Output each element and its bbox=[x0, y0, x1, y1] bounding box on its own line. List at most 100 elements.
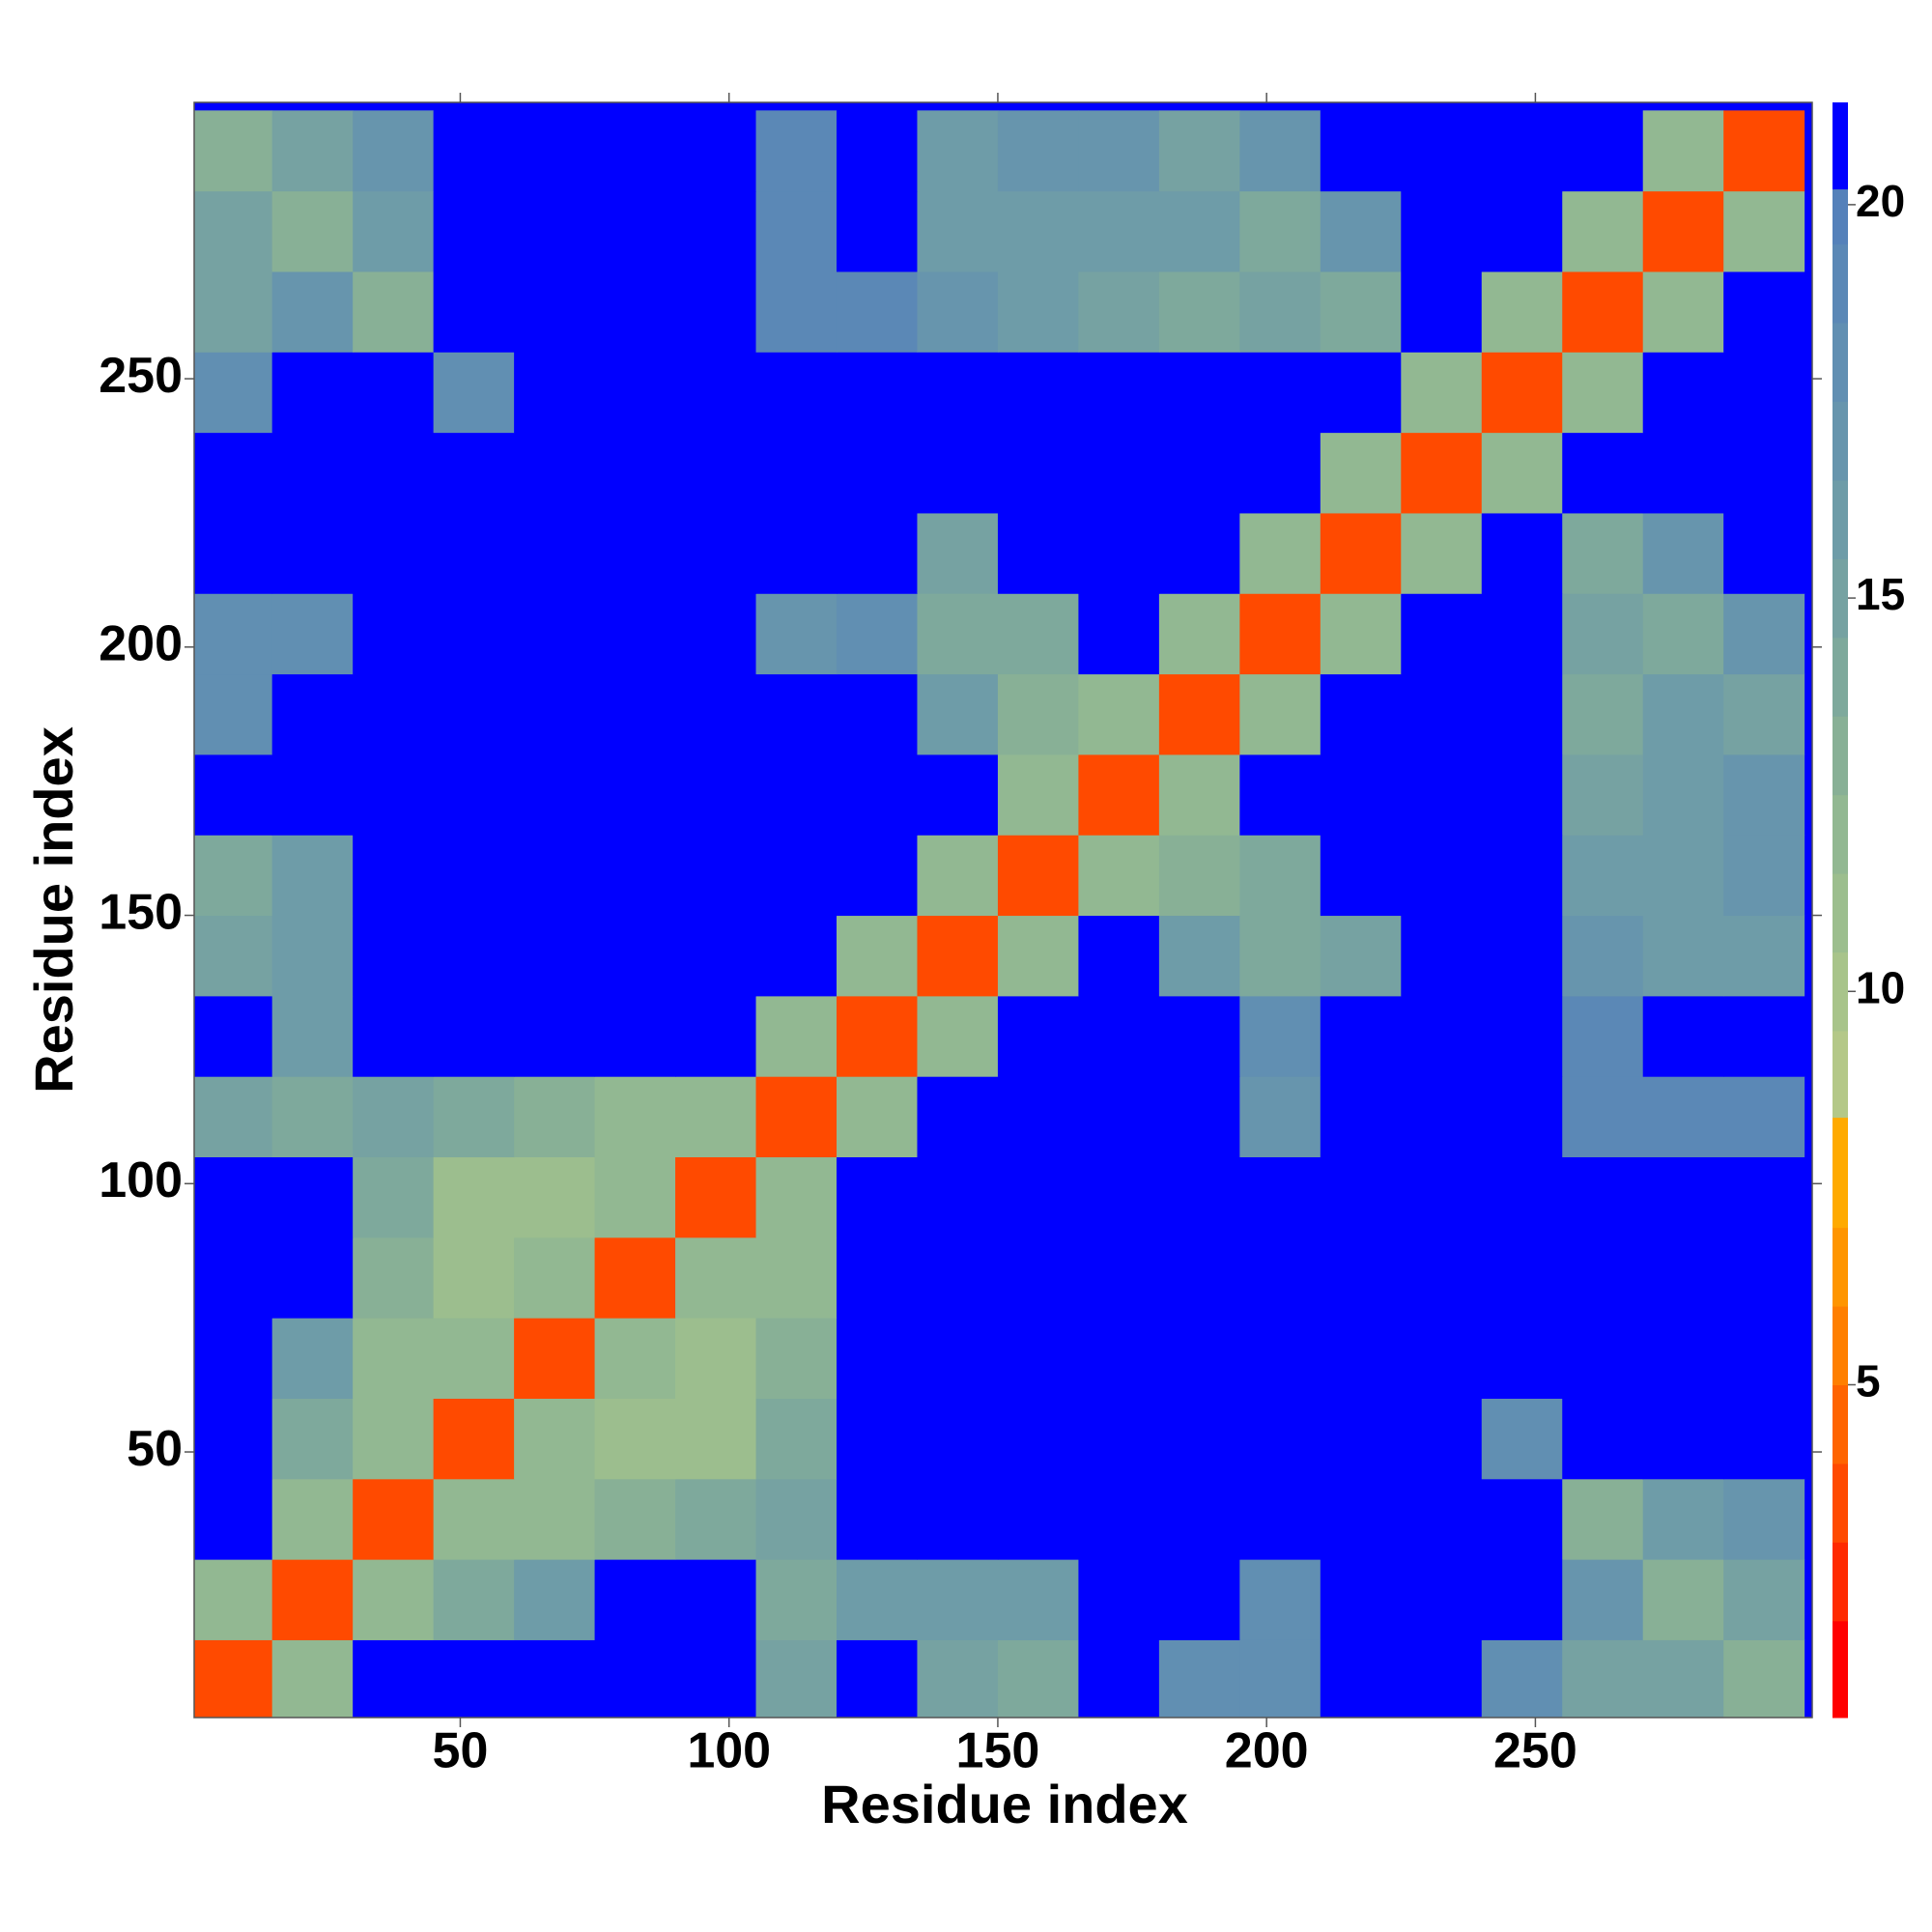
heatmap-cell bbox=[594, 110, 676, 192]
heatmap-cell bbox=[755, 110, 838, 192]
heatmap-cell bbox=[917, 512, 999, 594]
heatmap-cell bbox=[194, 1318, 273, 1399]
colorbar-segment bbox=[1833, 716, 1848, 796]
heatmap-cell bbox=[271, 835, 354, 917]
heatmap-cell bbox=[1562, 190, 1644, 272]
heatmap-cell bbox=[433, 1398, 515, 1480]
heatmap-cell bbox=[917, 190, 999, 272]
heatmap-cell bbox=[594, 995, 676, 1077]
heatmap-cell bbox=[1642, 835, 1724, 917]
y-tick-label: 250 bbox=[99, 348, 183, 404]
heatmap-cell bbox=[1562, 1076, 1644, 1158]
heatmap-cell bbox=[917, 270, 999, 353]
x-tick-label: 250 bbox=[1493, 1723, 1577, 1779]
heatmap-cell bbox=[1562, 1478, 1644, 1560]
heatmap-cell bbox=[271, 1478, 354, 1560]
heatmap-cell bbox=[675, 1478, 757, 1560]
heatmap-cell bbox=[194, 190, 273, 272]
heatmap-cell bbox=[1562, 1156, 1644, 1238]
heatmap-cell bbox=[1723, 352, 1805, 434]
heatmap-cell bbox=[1078, 190, 1160, 272]
heatmap-cell bbox=[1723, 593, 1805, 675]
heatmap-cell bbox=[194, 1156, 273, 1238]
heatmap-cell bbox=[1723, 673, 1805, 755]
heatmap-cell bbox=[1562, 593, 1644, 675]
heatmap-cell bbox=[594, 593, 676, 675]
heatmap-cell bbox=[1401, 1236, 1483, 1319]
heatmap-cell bbox=[1320, 673, 1402, 755]
heatmap-cell bbox=[1642, 1559, 1724, 1640]
heatmap-cell bbox=[1078, 835, 1160, 917]
heatmap-cell bbox=[353, 593, 435, 675]
heatmap-cell bbox=[1642, 915, 1724, 997]
heatmap-cell bbox=[1158, 512, 1240, 594]
heatmap-cell bbox=[1723, 1478, 1805, 1560]
y-tick-label: 100 bbox=[99, 1152, 183, 1208]
heatmap-cell bbox=[353, 512, 435, 594]
heatmap-cell bbox=[1078, 915, 1160, 997]
heatmap-cell bbox=[1158, 673, 1240, 755]
heatmap-cell bbox=[1401, 1156, 1483, 1238]
heatmap bbox=[194, 102, 1812, 1718]
heatmap-cell bbox=[353, 835, 435, 917]
heatmap-cell bbox=[1401, 190, 1483, 272]
heatmap-cell bbox=[433, 512, 515, 594]
heatmap-cell bbox=[514, 835, 596, 917]
heatmap-cell bbox=[755, 835, 838, 917]
heatmap-cell bbox=[594, 1318, 676, 1399]
heatmap-cell bbox=[675, 1318, 757, 1399]
heatmap-cell bbox=[1481, 1318, 1563, 1399]
heatmap-cell bbox=[1158, 1076, 1240, 1158]
heatmap-cell bbox=[594, 1236, 676, 1319]
heatmap-cell bbox=[1401, 1076, 1483, 1158]
colorbar-segment bbox=[1833, 794, 1848, 874]
heatmap-cell bbox=[836, 352, 918, 434]
heatmap-cell bbox=[194, 270, 273, 353]
heatmap-cell bbox=[755, 1398, 838, 1480]
heatmap-cell bbox=[594, 512, 676, 594]
heatmap-cell bbox=[514, 673, 596, 755]
heatmap-cell bbox=[1239, 1318, 1321, 1399]
heatmap-cell bbox=[514, 753, 596, 836]
x-tick-label: 100 bbox=[687, 1723, 771, 1779]
heatmap-cell bbox=[1320, 835, 1402, 917]
colorbar-segment bbox=[1833, 102, 1848, 190]
heatmap-cell bbox=[514, 352, 596, 434]
heatmap-cell bbox=[594, 1076, 676, 1158]
heatmap-cell bbox=[917, 753, 999, 836]
heatmap-cell bbox=[997, 1478, 1079, 1560]
heatmap-cell bbox=[433, 1236, 515, 1319]
heatmap-cell bbox=[353, 270, 435, 353]
heatmap-cell bbox=[271, 352, 354, 434]
heatmap-cell bbox=[675, 1559, 757, 1640]
heatmap-cell bbox=[433, 270, 515, 353]
heatmap-cell bbox=[1078, 1559, 1160, 1640]
heatmap-cell bbox=[514, 1639, 596, 1718]
heatmap-cell bbox=[271, 995, 354, 1077]
heatmap-cell bbox=[514, 915, 596, 997]
heatmap-cell bbox=[353, 1076, 435, 1158]
heatmap-cell bbox=[1158, 1478, 1240, 1560]
heatmap-cell bbox=[1723, 753, 1805, 836]
heatmap-cell bbox=[675, 995, 757, 1077]
heatmap-cell bbox=[836, 432, 918, 514]
heatmap-cell bbox=[836, 1639, 918, 1718]
heatmap-cell bbox=[514, 1318, 596, 1399]
heatmap-cell bbox=[917, 593, 999, 675]
heatmap-cell bbox=[1481, 1076, 1563, 1158]
heatmap-cell bbox=[675, 1156, 757, 1238]
heatmap-cell bbox=[514, 1236, 596, 1319]
colorbar-tick-label: 15 bbox=[1856, 569, 1905, 619]
heatmap-cell bbox=[997, 270, 1079, 353]
heatmap-cell bbox=[353, 1639, 435, 1718]
heatmap-cell bbox=[836, 593, 918, 675]
heatmap-cell bbox=[1320, 1318, 1402, 1399]
heatmap-cell bbox=[1642, 270, 1724, 353]
heatmap-cell bbox=[1562, 753, 1644, 836]
heatmap-cell bbox=[755, 512, 838, 594]
heatmap-cell bbox=[997, 915, 1079, 997]
heatmap-cell bbox=[1320, 1156, 1402, 1238]
heatmap-cell bbox=[1078, 593, 1160, 675]
heatmap-cell bbox=[1239, 995, 1321, 1077]
heatmap-cell bbox=[1239, 1478, 1321, 1560]
